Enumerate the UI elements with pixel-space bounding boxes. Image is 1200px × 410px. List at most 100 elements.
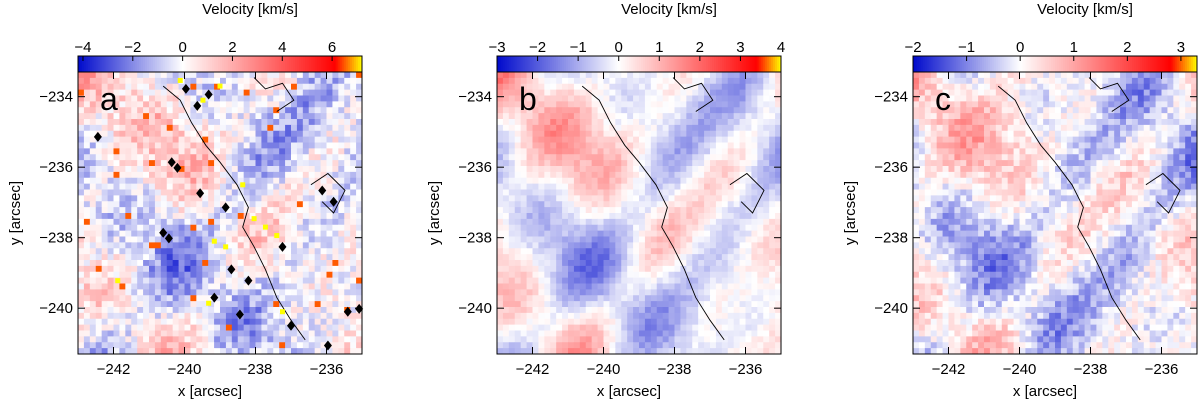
- heatmap-cell: [285, 160, 291, 166]
- heatmap-cell: [533, 119, 539, 125]
- heatmap-cell: [509, 225, 515, 231]
- heatmap-cell: [267, 78, 273, 84]
- heatmap-cell: [338, 160, 344, 166]
- heatmap-cell: [775, 219, 781, 225]
- heatmap-cell: [261, 307, 267, 313]
- heatmap-cell: [615, 207, 621, 213]
- heatmap-cell: [633, 190, 639, 196]
- heatmap-cell: [710, 78, 716, 84]
- heatmap-cell: [669, 172, 675, 178]
- heatmap-cell: [556, 113, 562, 119]
- heatmap-cell: [746, 213, 752, 219]
- heatmap-cell: [208, 107, 214, 113]
- heatmap-cell: [604, 72, 610, 78]
- heatmap-cell: [698, 96, 704, 102]
- heatmap-cell: [675, 237, 681, 243]
- heatmap-cell: [190, 207, 196, 213]
- heatmap-cell: [344, 248, 350, 254]
- heatmap-cell: [544, 190, 550, 196]
- heatmap-cell: [267, 148, 273, 154]
- heatmap-cell: [503, 78, 509, 84]
- heatmap-cell: [710, 342, 716, 348]
- heatmap-cell: [609, 278, 615, 284]
- heatmap-cell: [574, 225, 580, 231]
- heatmap-cell: [657, 295, 663, 301]
- heatmap-cell: [645, 242, 651, 248]
- heatmap-cell: [137, 242, 143, 248]
- heatmap-cell: [267, 137, 273, 143]
- heatmap-cell: [344, 148, 350, 154]
- heatmap-cell: [550, 278, 556, 284]
- heatmap-cell: [338, 96, 344, 102]
- heatmap-cell: [609, 237, 615, 243]
- heatmap-cell: [143, 207, 149, 213]
- heatmap-cell: [131, 295, 137, 301]
- heatmap-cell: [615, 119, 621, 125]
- heatmap-cell: [515, 336, 521, 342]
- heatmap-cell: [763, 254, 769, 260]
- heatmap-cell: [586, 272, 592, 278]
- heatmap-cell: [527, 313, 533, 319]
- heatmap-cell: [102, 348, 108, 354]
- heatmap-cell: [155, 178, 161, 184]
- heatmap-cell: [621, 178, 627, 184]
- heatmap-cell: [125, 78, 131, 84]
- heatmap-cell: [261, 207, 267, 213]
- heatmap-cell: [515, 154, 521, 160]
- heatmap-cell: [562, 190, 568, 196]
- heatmap-cell: [734, 72, 740, 78]
- heatmap-cell: [639, 143, 645, 149]
- heatmap-cell: [586, 242, 592, 248]
- heatmap-cell: [675, 307, 681, 313]
- heatmap-cell: [669, 313, 675, 319]
- heatmap-cell: [515, 231, 521, 237]
- heatmap-cell: [544, 266, 550, 272]
- heatmap-cell: [226, 107, 232, 113]
- heatmap-cell: [202, 166, 208, 172]
- heatmap-cell: [119, 231, 125, 237]
- heatmap-cell: [544, 342, 550, 348]
- heatmap-cell: [686, 143, 692, 149]
- heatmap-cell: [149, 272, 155, 278]
- heatmap-cell: [108, 148, 114, 154]
- heatmap-cell: [232, 119, 238, 125]
- heatmap-cell: [686, 96, 692, 102]
- heatmap-cell: [108, 313, 114, 319]
- heatmap-cell: [704, 213, 710, 219]
- heatmap-cell: [90, 313, 96, 319]
- heatmap-cell: [84, 342, 90, 348]
- heatmap-cell: [704, 107, 710, 113]
- heatmap-cell: [521, 195, 527, 201]
- heatmap-cell: [350, 219, 356, 225]
- heatmap-cell: [639, 284, 645, 290]
- heatmap-cell: [356, 242, 362, 248]
- heatmap-cell: [722, 184, 728, 190]
- heatmap-cell: [244, 137, 250, 143]
- heatmap-cell: [114, 166, 120, 172]
- heatmap-cell: [716, 131, 722, 137]
- heatmap-cell: [261, 148, 267, 154]
- heatmap-cell: [515, 166, 521, 172]
- heatmap-cell: [728, 96, 734, 102]
- heatmap-cell: [580, 348, 586, 354]
- heatmap-cell: [356, 90, 362, 96]
- heatmap-cell: [722, 254, 728, 260]
- heatmap-cell: [686, 166, 692, 172]
- heatmap-cell: [338, 289, 344, 295]
- heatmap-cell: [350, 348, 356, 354]
- heatmap-cell: [657, 107, 663, 113]
- heatmap-cell: [297, 278, 303, 284]
- heatmap-cell: [350, 184, 356, 190]
- heatmap-cell: [686, 331, 692, 337]
- heatmap-cell: [609, 225, 615, 231]
- heatmap-cell: [627, 137, 633, 143]
- heatmap-cell: [562, 131, 568, 137]
- heatmap-cell: [763, 237, 769, 243]
- heatmap-cell: [309, 72, 315, 78]
- heatmap-cell: [609, 84, 615, 90]
- heatmap-cell: [627, 231, 633, 237]
- heatmap-cell: [137, 313, 143, 319]
- heatmap-cell: [722, 266, 728, 272]
- heatmap-cell: [244, 295, 250, 301]
- heatmap-cell: [161, 72, 167, 78]
